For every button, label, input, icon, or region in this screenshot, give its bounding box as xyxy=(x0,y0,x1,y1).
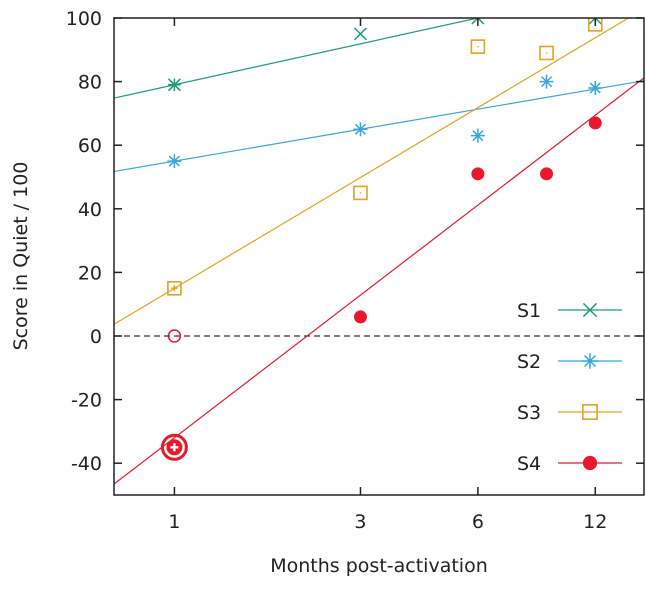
tick-labels: 100 80 60 40 20 0 -20 -40 1 3 6 12 xyxy=(66,8,608,533)
fit-line-s3 xyxy=(114,18,630,325)
point-s3 xyxy=(470,39,486,54)
point-s2 xyxy=(588,80,603,95)
point-s2-overlap xyxy=(171,158,178,165)
plot-area xyxy=(113,17,645,496)
point-s1 xyxy=(588,18,602,25)
point-s4-open xyxy=(167,329,182,343)
legend-marker-s1 xyxy=(582,302,598,318)
point-s1 xyxy=(471,18,485,25)
legend-marker-s3-dot xyxy=(589,411,591,413)
data-markers xyxy=(160,18,603,461)
point-s2 xyxy=(539,74,554,89)
point-s2 xyxy=(470,128,485,143)
y-tick-label: 20 xyxy=(78,262,102,284)
legend-label-s3: S3 xyxy=(517,402,541,424)
point-s3 xyxy=(353,185,368,201)
x-tick-label: 12 xyxy=(583,511,607,533)
y-axis-title: Score in Quiet / 100 xyxy=(10,162,32,351)
legend-marker-s2 xyxy=(582,353,598,369)
fit-line-s4 xyxy=(114,77,644,485)
legend-label-s2: S2 xyxy=(517,351,541,373)
point-s3-dot xyxy=(359,192,362,194)
point-s3-dot xyxy=(545,52,548,54)
fit-line-s1 xyxy=(114,18,481,99)
point-s3 xyxy=(167,280,182,296)
point-s1-overlap xyxy=(168,78,181,92)
x-tick-label: 3 xyxy=(354,511,366,533)
point-s4 xyxy=(471,167,485,181)
point-s4-ring xyxy=(160,433,188,461)
point-s4 xyxy=(540,167,554,181)
legend-marker-s4 xyxy=(582,455,598,471)
point-s3 xyxy=(539,45,554,61)
point-s3-dot xyxy=(477,45,479,48)
legend: S1 S2 S3 S4 xyxy=(517,300,622,475)
y-tick-label: -40 xyxy=(71,453,102,475)
legend-marker-s3 xyxy=(582,404,598,420)
fit-line-s2 xyxy=(114,80,644,173)
axis-ticks xyxy=(114,17,644,495)
x-tick-label: 6 xyxy=(472,511,484,533)
point-s4 xyxy=(353,310,367,324)
plot-data-layer xyxy=(114,18,644,485)
y-tick-label: 60 xyxy=(78,135,102,157)
y-tick-label: -20 xyxy=(71,390,102,412)
x-tick-label: 1 xyxy=(168,511,180,533)
y-tick-label: 80 xyxy=(78,72,102,94)
y-tick-label: 0 xyxy=(90,326,102,348)
point-s4 xyxy=(588,116,602,130)
y-tick-label: 40 xyxy=(78,199,102,221)
point-s4-cross xyxy=(170,443,179,452)
point-s3-overlap xyxy=(171,285,178,292)
point-s2 xyxy=(353,122,368,137)
point-s1 xyxy=(353,27,368,41)
x-axis-title: Months post-activation xyxy=(270,555,487,577)
legend-label-s4: S4 xyxy=(517,453,541,475)
fit-lines xyxy=(114,18,644,485)
point-s3 xyxy=(587,18,603,32)
y-tick-label: 100 xyxy=(66,8,102,30)
legend-label-s1: S1 xyxy=(517,300,541,322)
